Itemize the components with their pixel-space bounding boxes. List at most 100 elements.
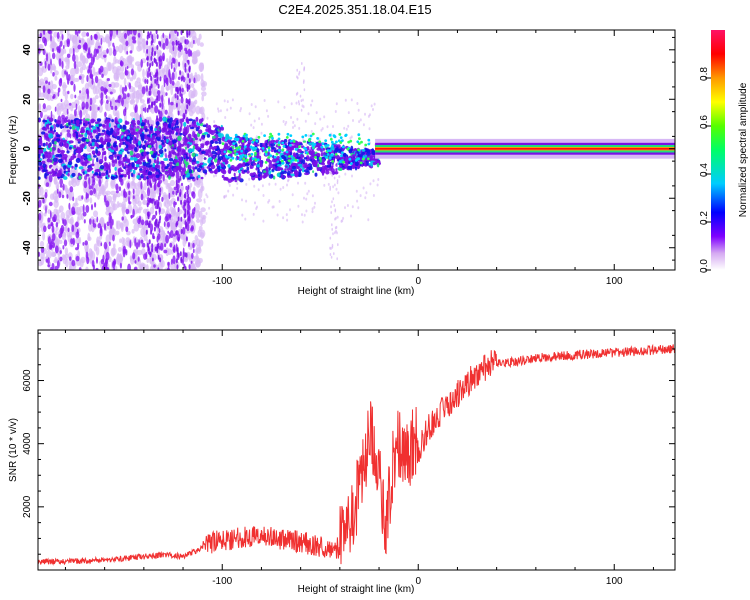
spectrogram-cell xyxy=(105,94,108,99)
spectrogram-cell xyxy=(186,104,189,110)
spectrogram-cell xyxy=(197,152,200,160)
spectrogram-cell xyxy=(147,174,152,179)
spectrogram-cell xyxy=(147,214,150,220)
spectrogram-cell xyxy=(167,261,170,266)
spectrogram-cell xyxy=(254,174,259,179)
spectrogram-cell xyxy=(350,214,352,218)
spectrogram-cell xyxy=(95,148,99,154)
spectrogram-cell xyxy=(193,39,195,45)
spectrogram-cell xyxy=(243,169,248,173)
spectrogram-cell xyxy=(49,126,53,131)
spectrogram-cell xyxy=(88,122,92,128)
spectrogram-cell xyxy=(351,154,357,157)
spectrogram-cell xyxy=(46,104,52,111)
spectrogram-cell xyxy=(48,171,53,175)
spectrogram-cell xyxy=(114,153,117,158)
spectrogram-cell xyxy=(333,135,337,139)
spectrogram-cell xyxy=(179,36,184,45)
spectrogram-cell xyxy=(302,98,304,102)
spectrogram-cell xyxy=(159,102,162,108)
spectrogram-cell xyxy=(192,248,195,254)
spectrogram-cell xyxy=(295,92,298,96)
spectrogram-cell xyxy=(123,86,128,92)
spectrogram-cell xyxy=(173,67,176,73)
spectrogram-cell xyxy=(87,47,91,56)
spectrogram-cell xyxy=(278,199,281,203)
spectrogram-cell xyxy=(133,266,138,270)
spectrogram-cell xyxy=(303,66,306,70)
spectrogram-cell xyxy=(82,241,85,246)
spectrogram-cell xyxy=(75,221,79,228)
spectrogram-cell xyxy=(137,217,141,225)
spectrogram-cell xyxy=(296,156,301,160)
spectrogram-cell xyxy=(200,73,204,82)
colorbar-tick-label: 0.2 xyxy=(699,211,710,225)
spectrogram-cell xyxy=(180,93,183,99)
spectrogram-cell xyxy=(336,257,339,261)
spectrogram-cell xyxy=(112,151,117,155)
spectrogram-cell xyxy=(213,155,216,160)
spectrogram-cell xyxy=(350,135,353,139)
spectrogram-cell xyxy=(47,127,50,130)
colorbar: 0.00.20.40.60.8 Normalized spectral ampl… xyxy=(699,30,749,273)
spectrogram-y-tick-label: 0 xyxy=(22,146,33,152)
spectrogram-cell xyxy=(153,147,156,154)
spectrogram-cell xyxy=(156,44,159,50)
spectrogram-cell xyxy=(184,252,187,258)
spectrogram-cell xyxy=(211,150,217,155)
spectrogram-cell xyxy=(197,174,201,179)
spectrogram-cell xyxy=(88,62,93,69)
spectrogram-cell xyxy=(184,63,187,68)
spectrogram-cell xyxy=(72,196,75,202)
spectrogram-cell xyxy=(107,86,112,94)
spectrogram-cell xyxy=(267,151,270,156)
spectrogram-cell xyxy=(338,167,343,172)
spectrogram-cell xyxy=(62,254,67,265)
spectrogram-cell xyxy=(304,134,308,137)
spectrogram-cell xyxy=(180,256,183,262)
spectrogram-cell xyxy=(342,153,347,157)
spectrogram-cell xyxy=(122,248,126,258)
spectrogram-cell xyxy=(173,233,176,237)
spectrogram-cell xyxy=(200,232,205,239)
spectrogram-cell xyxy=(252,126,255,130)
spectrogram-cell xyxy=(203,198,206,202)
spectrogram-cell xyxy=(54,230,58,236)
spectrogram-cell xyxy=(211,135,216,139)
spectrogram-cell xyxy=(66,150,70,154)
spectrogram-cell xyxy=(140,59,143,68)
spectrogram-cell xyxy=(282,186,285,189)
spectrogram-cell xyxy=(75,134,79,139)
spectrogram-cell xyxy=(96,143,99,147)
spectrogram-cell xyxy=(289,208,291,212)
spectrogram-cell xyxy=(220,126,225,131)
spectrogram-cell xyxy=(341,167,345,171)
spectrogram-cell xyxy=(238,172,241,177)
spectrogram-cell xyxy=(91,97,97,104)
spectrogram-cell xyxy=(301,167,305,173)
spectrogram-cell xyxy=(66,119,71,123)
spectrogram-cell xyxy=(371,148,374,154)
spectrogram-cell xyxy=(342,160,345,164)
spectrogram-cell xyxy=(129,239,132,249)
spectrogram-cell xyxy=(190,93,196,99)
spectrogram-cell xyxy=(163,79,166,88)
spectrogram-cell xyxy=(156,115,159,121)
spectrogram-cell xyxy=(356,102,359,105)
snr-x-tick-label: 0 xyxy=(415,576,421,587)
spectrogram-cell xyxy=(254,105,257,109)
spectrogram-cell xyxy=(231,176,237,180)
spectrogram-cell xyxy=(193,206,196,212)
spectrogram-cell xyxy=(332,232,334,236)
spectrogram-cell xyxy=(64,157,67,161)
spectrogram-cell xyxy=(66,132,71,138)
spectrogram-cell xyxy=(132,136,136,141)
spectrogram-cell xyxy=(150,76,153,81)
spectrogram-cell xyxy=(229,158,233,162)
spectrogram-cell xyxy=(63,176,68,180)
spectrogram-cell xyxy=(148,222,150,228)
spectrogram-cell xyxy=(206,133,211,138)
snr-x-axis-label: Height of straight line (km) xyxy=(298,584,415,595)
spectrogram-cell xyxy=(187,216,190,222)
spectrogram-cell xyxy=(176,249,179,255)
